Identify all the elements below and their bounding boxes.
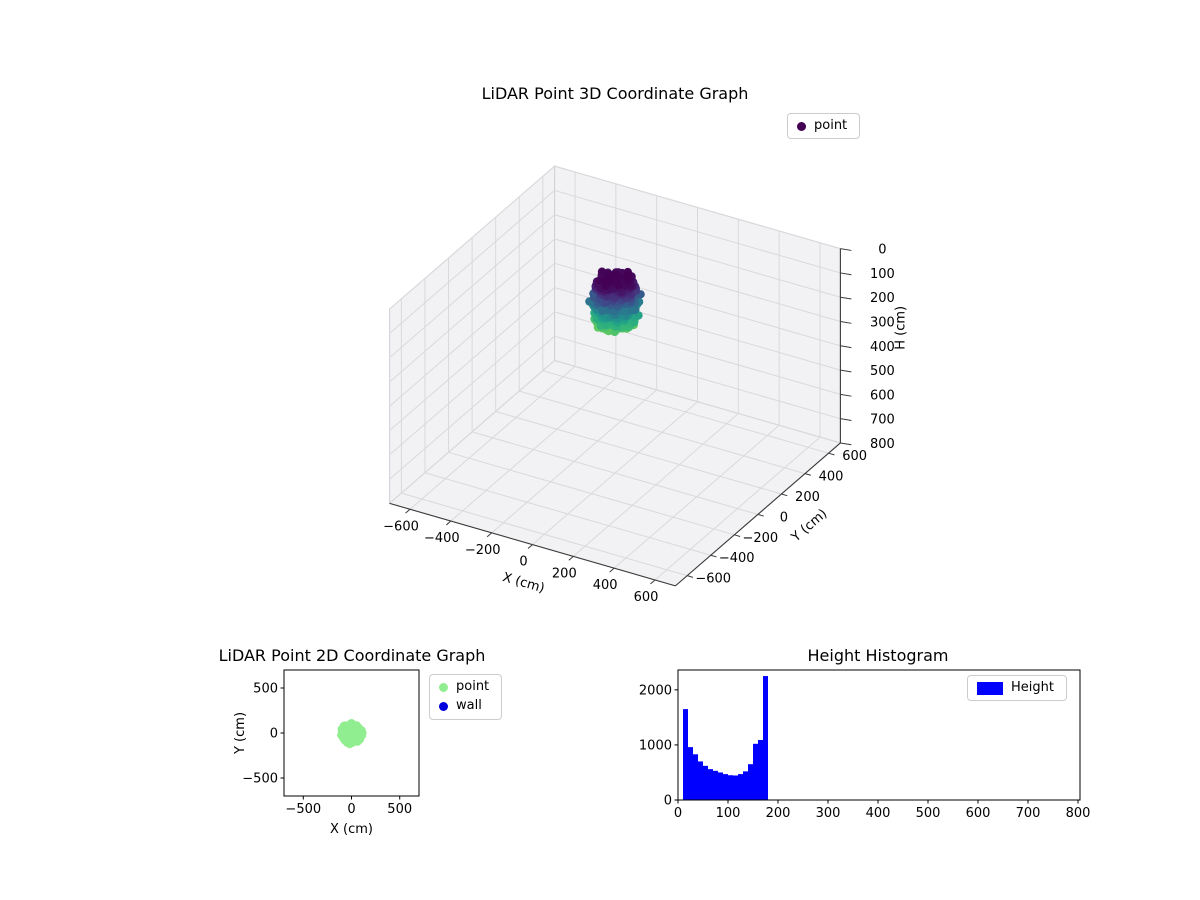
plot2d: −500 0 500 −500 0 500 X (cm) Y (cm) <box>233 669 420 837</box>
legend-label-point: point <box>814 118 848 133</box>
histogram-bar <box>698 761 703 800</box>
plot3d-z-tick-label: 700 <box>870 413 895 428</box>
plot3d-z-tick-label: 300 <box>870 316 895 331</box>
plot3d-points <box>585 267 645 337</box>
plot3d-z-tick-label: 600 <box>870 388 895 403</box>
plot2d-y-tick-label: 0 <box>270 727 278 742</box>
plot3d-y-tick-label: −400 <box>719 551 755 566</box>
plot3d-y-tick-label: 0 <box>780 510 788 525</box>
histogram-x-tick-label: 500 <box>916 806 941 821</box>
plot3d-y-tick-label: −200 <box>742 531 778 546</box>
histogram-x-tick-label: 100 <box>716 806 741 821</box>
plot3d-y-tick-label: −600 <box>695 572 731 587</box>
histogram-bar <box>763 676 768 800</box>
plot3d: −600−400−2000200400600−600−400−200020040… <box>383 165 908 605</box>
legend-item-wall: wall <box>439 698 489 714</box>
plot3d-x-tick-label: 400 <box>593 578 618 593</box>
legend-label-height: Height <box>1011 680 1054 695</box>
plot2d-points <box>337 719 367 749</box>
legend-label-wall: wall <box>456 698 482 714</box>
plot3d-x-tick-label: −400 <box>424 531 460 546</box>
histogram-bar <box>693 754 698 800</box>
plot3d-z-tick-label: 100 <box>870 267 895 282</box>
plot3d-z-tick-label: 0 <box>878 243 886 258</box>
histogram-x-tick-label: 200 <box>766 806 791 821</box>
histogram-bar <box>708 769 713 800</box>
histogram-y-tick-label: 1000 <box>639 738 672 753</box>
point-marker-icon <box>439 682 448 692</box>
plot3d-x-tick-label: 0 <box>519 555 527 570</box>
histogram-x-tick-label: 700 <box>1016 806 1041 821</box>
legend-label-point: point <box>456 679 490 694</box>
plot3d-ticks: −600−400−2000200400600−600−400−200020040… <box>383 243 895 605</box>
histogram-bar <box>683 709 688 800</box>
plot3d-xlabel: X (cm) <box>501 570 546 596</box>
histogram-bar <box>758 739 763 800</box>
plot3d-z-tick-label: 800 <box>870 437 895 452</box>
histogram-x-tick-label: 800 <box>1066 806 1091 821</box>
histogram-x-tick-label: 300 <box>816 806 841 821</box>
plot3d-y-tick-label: 600 <box>842 449 867 464</box>
plot3d-zlabel: H (cm) <box>893 306 908 350</box>
histogram: 0 100 200 300 400 500 600 700 800 0 1000 2000 <box>639 669 1091 821</box>
histogram-bar <box>713 770 718 800</box>
histogram-bar <box>733 775 738 800</box>
plot3d-x-tick-label: −600 <box>383 519 419 534</box>
histogram-frame <box>677 669 1081 801</box>
histogram-y-tick-label: 2000 <box>639 683 672 698</box>
histogram-x-tick-label: 600 <box>966 806 991 821</box>
plot2d-legend: point wall <box>429 674 503 720</box>
legend-item-point: point <box>439 679 490 694</box>
histogram-bar <box>743 771 748 800</box>
plot3d-x-tick-label: −200 <box>465 543 501 558</box>
plot2d-ylabel: Y (cm) <box>233 712 248 755</box>
plot3d-z-tick-label: 400 <box>870 340 895 355</box>
plot3d-ylabel: Y (cm) <box>788 506 830 546</box>
plot2d-y-tick-label: 500 <box>253 682 278 697</box>
plot2d-y-tick-label: −500 <box>242 772 278 787</box>
plot3d-grid <box>389 165 841 581</box>
histogram-bar <box>738 774 743 800</box>
histogram-x-tick-label: 400 <box>866 806 891 821</box>
legend-item-point: point <box>797 118 848 133</box>
plot2d-title: LiDAR Point 2D Coordinate Graph <box>218 646 486 665</box>
plot2d-x-tick-label: 0 <box>347 802 355 817</box>
plot3d-y-tick-label: 400 <box>819 470 844 485</box>
plot3d-legend: point <box>787 113 861 140</box>
histogram-legend: Height <box>967 675 1067 702</box>
plot3d-y-tick-label: 200 <box>795 490 820 505</box>
histogram-title: Height Histogram <box>807 646 949 665</box>
histogram-bars <box>683 676 768 800</box>
histogram-bar <box>753 743 758 800</box>
plot2d-xlabel: X (cm) <box>330 822 373 837</box>
plot3d-z-tick-label: 500 <box>870 364 895 379</box>
height-patch-icon <box>977 681 1003 695</box>
plot3d-x-tick-label: 600 <box>634 590 659 605</box>
histogram-bar <box>688 747 693 800</box>
wall-marker-icon <box>439 701 448 711</box>
histogram-bar <box>718 772 723 800</box>
histogram-bar <box>723 774 728 800</box>
plot2d-x-tick-label: −500 <box>285 802 321 817</box>
histogram-x-tick-label: 0 <box>674 806 682 821</box>
plot3d-title: LiDAR Point 3D Coordinate Graph <box>481 84 749 103</box>
histogram-y-tick-label: 0 <box>664 794 672 809</box>
plot3d-z-tick-label: 200 <box>870 291 895 306</box>
plot2d-x-tick-label: 500 <box>387 802 412 817</box>
histogram-bar <box>748 764 753 800</box>
histogram-bar <box>703 765 708 800</box>
point-marker-icon <box>797 121 806 131</box>
plot3d-x-tick-label: 200 <box>552 566 577 581</box>
histogram-bar <box>728 775 733 800</box>
